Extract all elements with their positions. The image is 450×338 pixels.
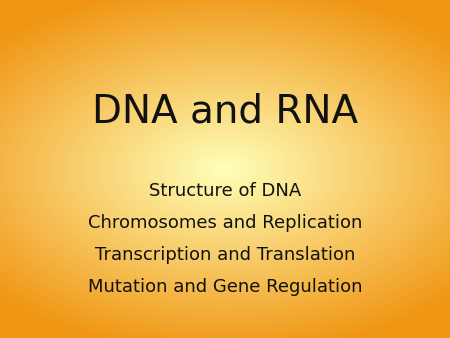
Text: Mutation and Gene Regulation: Mutation and Gene Regulation (88, 278, 362, 296)
Text: Structure of DNA: Structure of DNA (149, 182, 301, 200)
Text: Transcription and Translation: Transcription and Translation (95, 246, 355, 264)
Text: Chromosomes and Replication: Chromosomes and Replication (88, 214, 362, 232)
Text: DNA and RNA: DNA and RNA (92, 93, 358, 130)
